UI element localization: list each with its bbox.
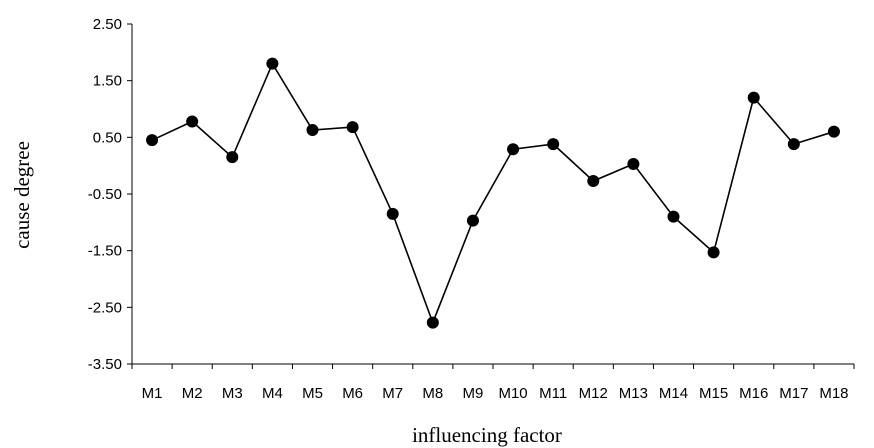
data-point-m16 bbox=[747, 91, 760, 104]
x-tick-label: M2 bbox=[182, 385, 203, 402]
x-tick-label: M8 bbox=[422, 385, 443, 402]
y-tick-label: -2.50 bbox=[88, 299, 122, 316]
series-line bbox=[151, 61, 835, 325]
data-point-m11 bbox=[547, 138, 560, 151]
data-point-m7 bbox=[386, 207, 399, 220]
data-point-m13 bbox=[627, 157, 640, 170]
data-point-m10 bbox=[507, 143, 520, 156]
data-point-m18 bbox=[827, 125, 840, 138]
data-point-m14 bbox=[667, 210, 680, 223]
y-tick-label: -1.50 bbox=[88, 243, 122, 260]
x-tick-label: M12 bbox=[579, 385, 608, 402]
x-tick-label: M4 bbox=[262, 385, 283, 402]
data-point-m9 bbox=[466, 214, 479, 227]
y-tick-label: -3.50 bbox=[88, 356, 122, 373]
x-axis-title: influencing factor bbox=[412, 423, 562, 447]
y-tick-label: 1.50 bbox=[93, 73, 122, 90]
x-tick-label: M5 bbox=[302, 385, 323, 402]
x-tick-label: M7 bbox=[382, 385, 403, 402]
data-point-m2 bbox=[186, 115, 199, 128]
data-point-m4 bbox=[266, 57, 279, 70]
data-point-m6 bbox=[346, 121, 359, 134]
data-markers bbox=[146, 57, 840, 329]
y-tick-labels: 2.50 1.50 0.50 -0.50 -1.50 -2.50 -3.50 bbox=[88, 16, 122, 373]
data-point-m1 bbox=[146, 134, 159, 147]
x-ticks bbox=[131, 364, 855, 369]
data-point-m3 bbox=[226, 151, 239, 164]
x-tick-label: M15 bbox=[699, 385, 728, 402]
x-tick-label: M17 bbox=[779, 385, 808, 402]
x-tick-label: M1 bbox=[142, 385, 163, 402]
x-tick-label: M16 bbox=[739, 385, 768, 402]
data-point-m17 bbox=[787, 138, 800, 151]
data-point-m8 bbox=[426, 316, 439, 329]
data-point-m12 bbox=[587, 174, 600, 187]
x-tick-label: M14 bbox=[659, 385, 688, 402]
x-tick-labels: M1 M2 M3 M4 M5 M6 M7 M8 M9 M10 M11 M12 M13 M14 M15 M16 M… bbox=[142, 385, 849, 402]
x-tick-label: M10 bbox=[498, 385, 527, 402]
x-tick-label: M18 bbox=[819, 385, 848, 402]
y-tick-label: 2.50 bbox=[93, 16, 122, 33]
y-ticks bbox=[127, 23, 132, 365]
x-tick-label: M9 bbox=[463, 385, 484, 402]
x-tick-label: M3 bbox=[222, 385, 243, 402]
x-tick-label: M13 bbox=[619, 385, 648, 402]
y-tick-label: 0.50 bbox=[93, 129, 122, 146]
data-point-m15 bbox=[707, 246, 720, 259]
data-point-m5 bbox=[306, 123, 319, 136]
y-axis-title: cause degree bbox=[10, 141, 34, 249]
x-tick-label: M11 bbox=[539, 385, 567, 402]
x-tick-label: M6 bbox=[342, 385, 363, 402]
y-tick-label: -0.50 bbox=[88, 186, 122, 203]
